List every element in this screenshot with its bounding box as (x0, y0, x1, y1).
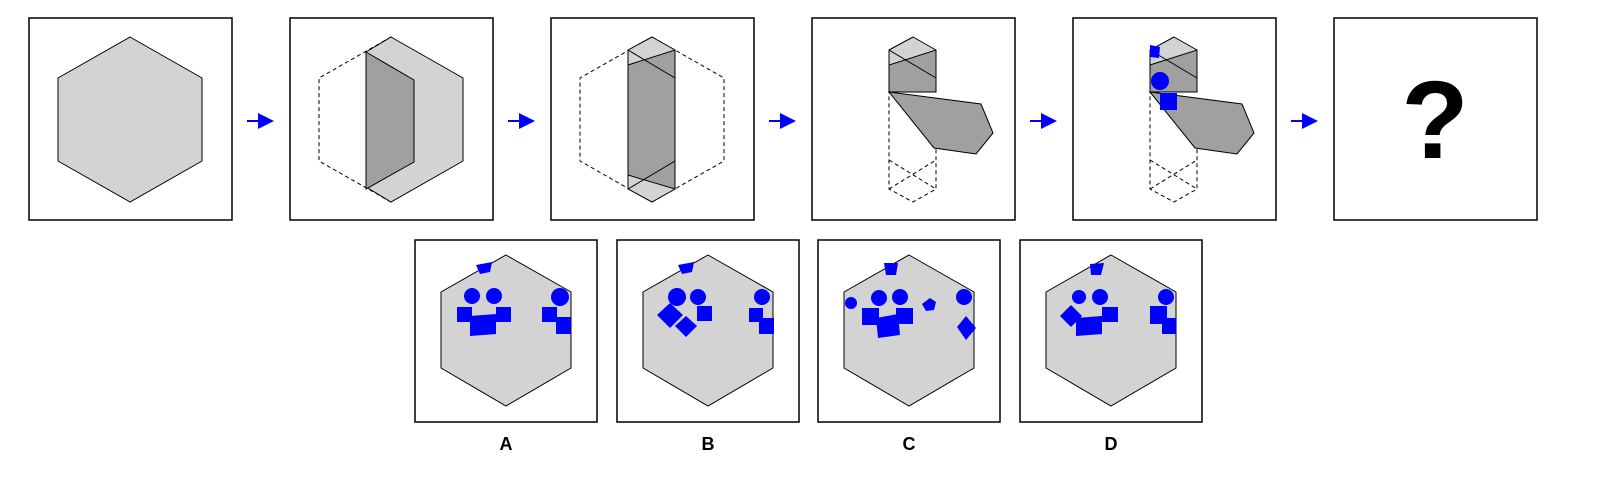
option-label: D (1105, 434, 1118, 454)
option-label: B (702, 434, 715, 454)
folded-flap (627, 49, 676, 190)
step-5-panel (1072, 17, 1277, 221)
answer-panel: ? (1333, 17, 1538, 221)
punch-mark (1160, 93, 1177, 110)
folded-flap (365, 51, 415, 190)
option-label: A (500, 434, 513, 454)
step-3-panel (550, 17, 755, 221)
question-mark: ? (1401, 59, 1468, 182)
paper-hexagon (57, 36, 203, 203)
folded-flap (887, 91, 994, 155)
folded-strip (888, 49, 937, 93)
step-4-panel (811, 17, 1016, 221)
option-label: C (903, 434, 916, 454)
punch-mark (1150, 45, 1160, 58)
option-a[interactable]: A (414, 239, 598, 454)
step-1-panel (28, 17, 233, 221)
option-c[interactable]: C (817, 239, 1001, 454)
option-b[interactable]: B (616, 239, 800, 454)
step-2-panel (289, 17, 494, 221)
option-d[interactable]: D (1019, 239, 1203, 454)
punch-mark (1151, 72, 1169, 90)
